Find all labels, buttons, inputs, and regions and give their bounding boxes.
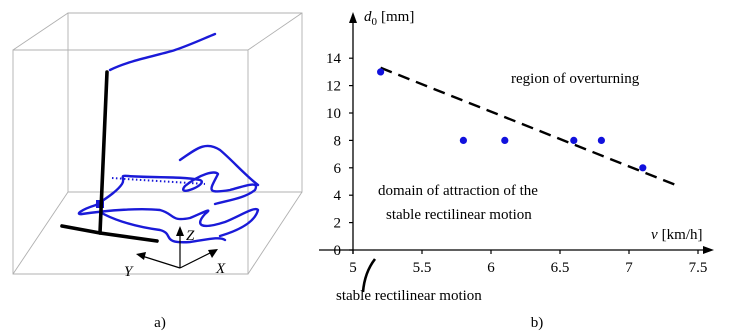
axis-label-z: Z	[186, 228, 195, 244]
x-tick-label: 5.5	[413, 260, 432, 276]
x-tick-label: 6.5	[551, 260, 570, 276]
y-axis-label: d0 [mm]	[364, 9, 414, 28]
data-point	[570, 136, 578, 144]
data-points	[377, 68, 647, 172]
y-tick-label: 6	[334, 161, 342, 177]
x-tick-label: 7.5	[689, 260, 708, 276]
panel-b-label: b)	[531, 315, 544, 331]
annotation-attraction-line2: stable rectilinear motion	[386, 207, 532, 223]
y-tick-label: 14	[326, 51, 342, 67]
ticks: 5 5.5 6 6.5 7 7.5 0 2 4 6 8 10 12 14	[326, 51, 707, 276]
y-axis-arrow	[349, 12, 357, 23]
panel-a-3d-plot: Z Y X a)	[12, 12, 303, 331]
panel-a-label: a)	[154, 315, 166, 331]
annotation-stable-motion: stable rectilinear motion	[336, 288, 482, 304]
trajectory-path	[77, 32, 260, 244]
annotation-attraction-line1: domain of attraction of the	[378, 183, 538, 199]
y-tick-label: 4	[334, 188, 342, 204]
boundary-line	[380, 66, 678, 187]
axes-indicator	[136, 226, 218, 269]
data-point	[459, 136, 467, 144]
bounding-box	[12, 12, 303, 275]
x-axis-arrow	[703, 246, 714, 254]
y-tick-label: 0	[334, 243, 342, 259]
trajectory-dotted	[111, 177, 206, 185]
data-point	[501, 136, 509, 144]
boundary-line-group	[380, 66, 678, 187]
x-axis-label: v [km/h]	[651, 227, 703, 243]
y-tick-label: 10	[326, 106, 341, 122]
x-tick-label: 5	[349, 260, 357, 276]
mechanism-rod	[60, 70, 159, 243]
annotation-overturning: region of overturning	[511, 71, 640, 87]
x-tick-label: 6	[487, 260, 495, 276]
axis-label-x: X	[215, 261, 226, 277]
y-tick-label: 8	[334, 133, 342, 149]
y-tick-label: 12	[326, 79, 341, 95]
data-point	[377, 68, 385, 76]
annotation-pointer	[361, 258, 377, 293]
x-tick-label: 7	[625, 260, 633, 276]
y-tick-label: 2	[334, 216, 342, 232]
panel-b-chart: 5 5.5 6 6.5 7 7.5 0 2 4 6 8 10 12 14 d0 [mm] v [km/h] r…	[319, 9, 714, 331]
axis-label-y: Y	[124, 264, 134, 280]
data-point	[639, 164, 647, 172]
data-point	[597, 136, 606, 144]
